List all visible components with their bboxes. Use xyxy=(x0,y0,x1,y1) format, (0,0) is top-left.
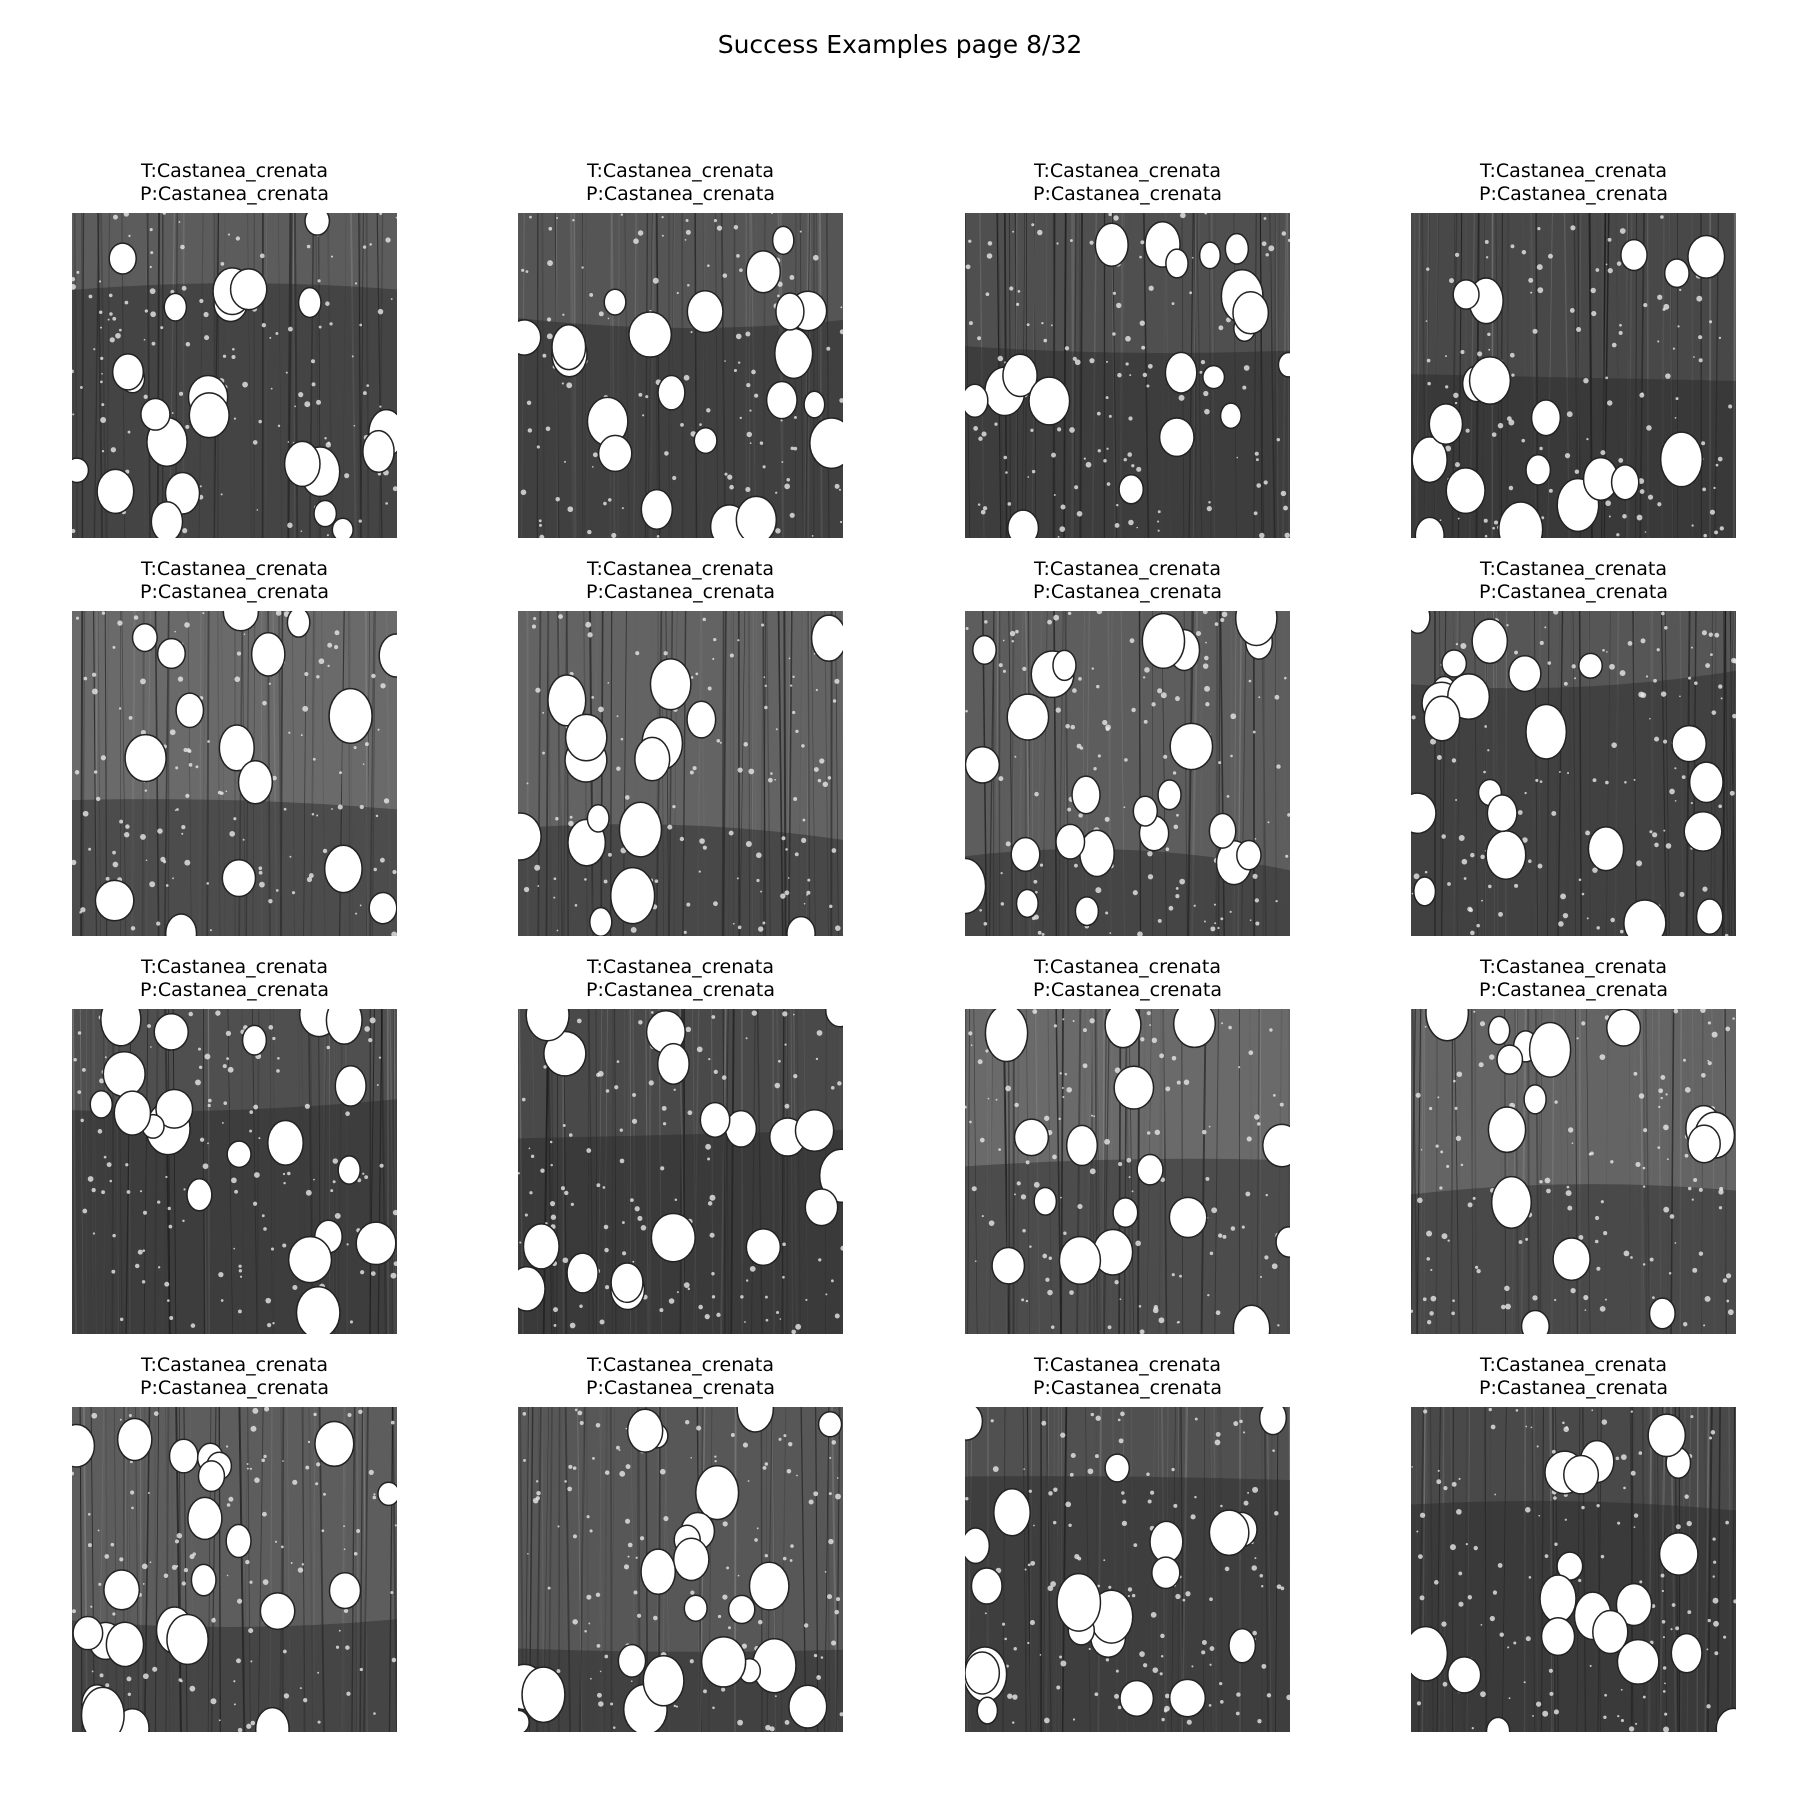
example-cell: T:Castanea_crenata P:Castanea_crenata xyxy=(1411,160,1736,538)
predicted-label: P:Castanea_crenata xyxy=(1479,581,1668,603)
wood-micrograph-image xyxy=(1411,1009,1736,1334)
wood-micrograph-image xyxy=(1411,213,1736,538)
predicted-label: P:Castanea_crenata xyxy=(586,581,775,603)
wood-micrograph-image xyxy=(965,213,1290,538)
predicted-label: P:Castanea_crenata xyxy=(586,183,775,205)
predicted-label: P:Castanea_crenata xyxy=(1479,183,1668,205)
example-cell: T:Castanea_crenata P:Castanea_crenata xyxy=(965,956,1290,1334)
example-cell: T:Castanea_crenata P:Castanea_crenata xyxy=(72,558,397,936)
wood-micrograph-image xyxy=(518,1009,843,1334)
example-cell: T:Castanea_crenata P:Castanea_crenata xyxy=(965,558,1290,936)
wood-micrograph-image xyxy=(518,1407,843,1732)
true-label: T:Castanea_crenata xyxy=(140,160,328,182)
true-label: T:Castanea_crenata xyxy=(586,558,774,580)
wood-micrograph-image xyxy=(518,611,843,936)
wood-micrograph-image xyxy=(965,1009,1290,1334)
wood-micrograph-image xyxy=(72,611,397,936)
true-label: T:Castanea_crenata xyxy=(140,956,328,978)
example-cell: T:Castanea_crenata P:Castanea_crenata xyxy=(965,1354,1290,1732)
example-cell: T:Castanea_crenata P:Castanea_crenata xyxy=(1411,956,1736,1334)
wood-micrograph-image xyxy=(72,1407,397,1732)
predicted-label: P:Castanea_crenata xyxy=(1479,979,1668,1001)
predicted-label: P:Castanea_crenata xyxy=(1479,1377,1668,1399)
true-label: T:Castanea_crenata xyxy=(1479,956,1667,978)
figure-title: Success Examples page 8/32 xyxy=(717,30,1083,59)
example-cell: T:Castanea_crenata P:Castanea_crenata xyxy=(518,956,843,1334)
true-label: T:Castanea_crenata xyxy=(1479,1354,1667,1376)
example-cell: T:Castanea_crenata P:Castanea_crenata xyxy=(72,160,397,538)
wood-micrograph-image xyxy=(965,1407,1290,1732)
wood-micrograph-image xyxy=(72,213,397,538)
example-cell: T:Castanea_crenata P:Castanea_crenata xyxy=(1411,558,1736,936)
example-cell: T:Castanea_crenata P:Castanea_crenata xyxy=(1411,1354,1736,1732)
true-label: T:Castanea_crenata xyxy=(1033,1354,1221,1376)
predicted-label: P:Castanea_crenata xyxy=(586,979,775,1001)
predicted-label: P:Castanea_crenata xyxy=(1033,183,1222,205)
example-cell: T:Castanea_crenata P:Castanea_crenata xyxy=(72,956,397,1334)
wood-micrograph-image xyxy=(965,611,1290,936)
example-cell: T:Castanea_crenata P:Castanea_crenata xyxy=(518,160,843,538)
predicted-label: P:Castanea_crenata xyxy=(140,183,329,205)
predicted-label: P:Castanea_crenata xyxy=(586,1377,775,1399)
predicted-label: P:Castanea_crenata xyxy=(140,581,329,603)
example-cell: T:Castanea_crenata P:Castanea_crenata xyxy=(518,1354,843,1732)
true-label: T:Castanea_crenata xyxy=(1479,558,1667,580)
predicted-label: P:Castanea_crenata xyxy=(140,979,329,1001)
wood-micrograph-image xyxy=(1411,1407,1736,1732)
example-cell: T:Castanea_crenata P:Castanea_crenata xyxy=(72,1354,397,1732)
true-label: T:Castanea_crenata xyxy=(140,558,328,580)
true-label: T:Castanea_crenata xyxy=(140,1354,328,1376)
wood-micrograph-image xyxy=(1411,611,1736,936)
predicted-label: P:Castanea_crenata xyxy=(1033,581,1222,603)
true-label: T:Castanea_crenata xyxy=(1033,956,1221,978)
example-cell: T:Castanea_crenata P:Castanea_crenata xyxy=(518,558,843,936)
true-label: T:Castanea_crenata xyxy=(1033,558,1221,580)
predicted-label: P:Castanea_crenata xyxy=(1033,979,1222,1001)
wood-micrograph-image xyxy=(518,213,843,538)
predicted-label: P:Castanea_crenata xyxy=(1033,1377,1222,1399)
true-label: T:Castanea_crenata xyxy=(586,1354,774,1376)
wood-micrograph-image xyxy=(72,1009,397,1334)
predicted-label: P:Castanea_crenata xyxy=(140,1377,329,1399)
true-label: T:Castanea_crenata xyxy=(1033,160,1221,182)
example-cell: T:Castanea_crenata P:Castanea_crenata xyxy=(965,160,1290,538)
true-label: T:Castanea_crenata xyxy=(586,956,774,978)
true-label: T:Castanea_crenata xyxy=(586,160,774,182)
true-label: T:Castanea_crenata xyxy=(1479,160,1667,182)
